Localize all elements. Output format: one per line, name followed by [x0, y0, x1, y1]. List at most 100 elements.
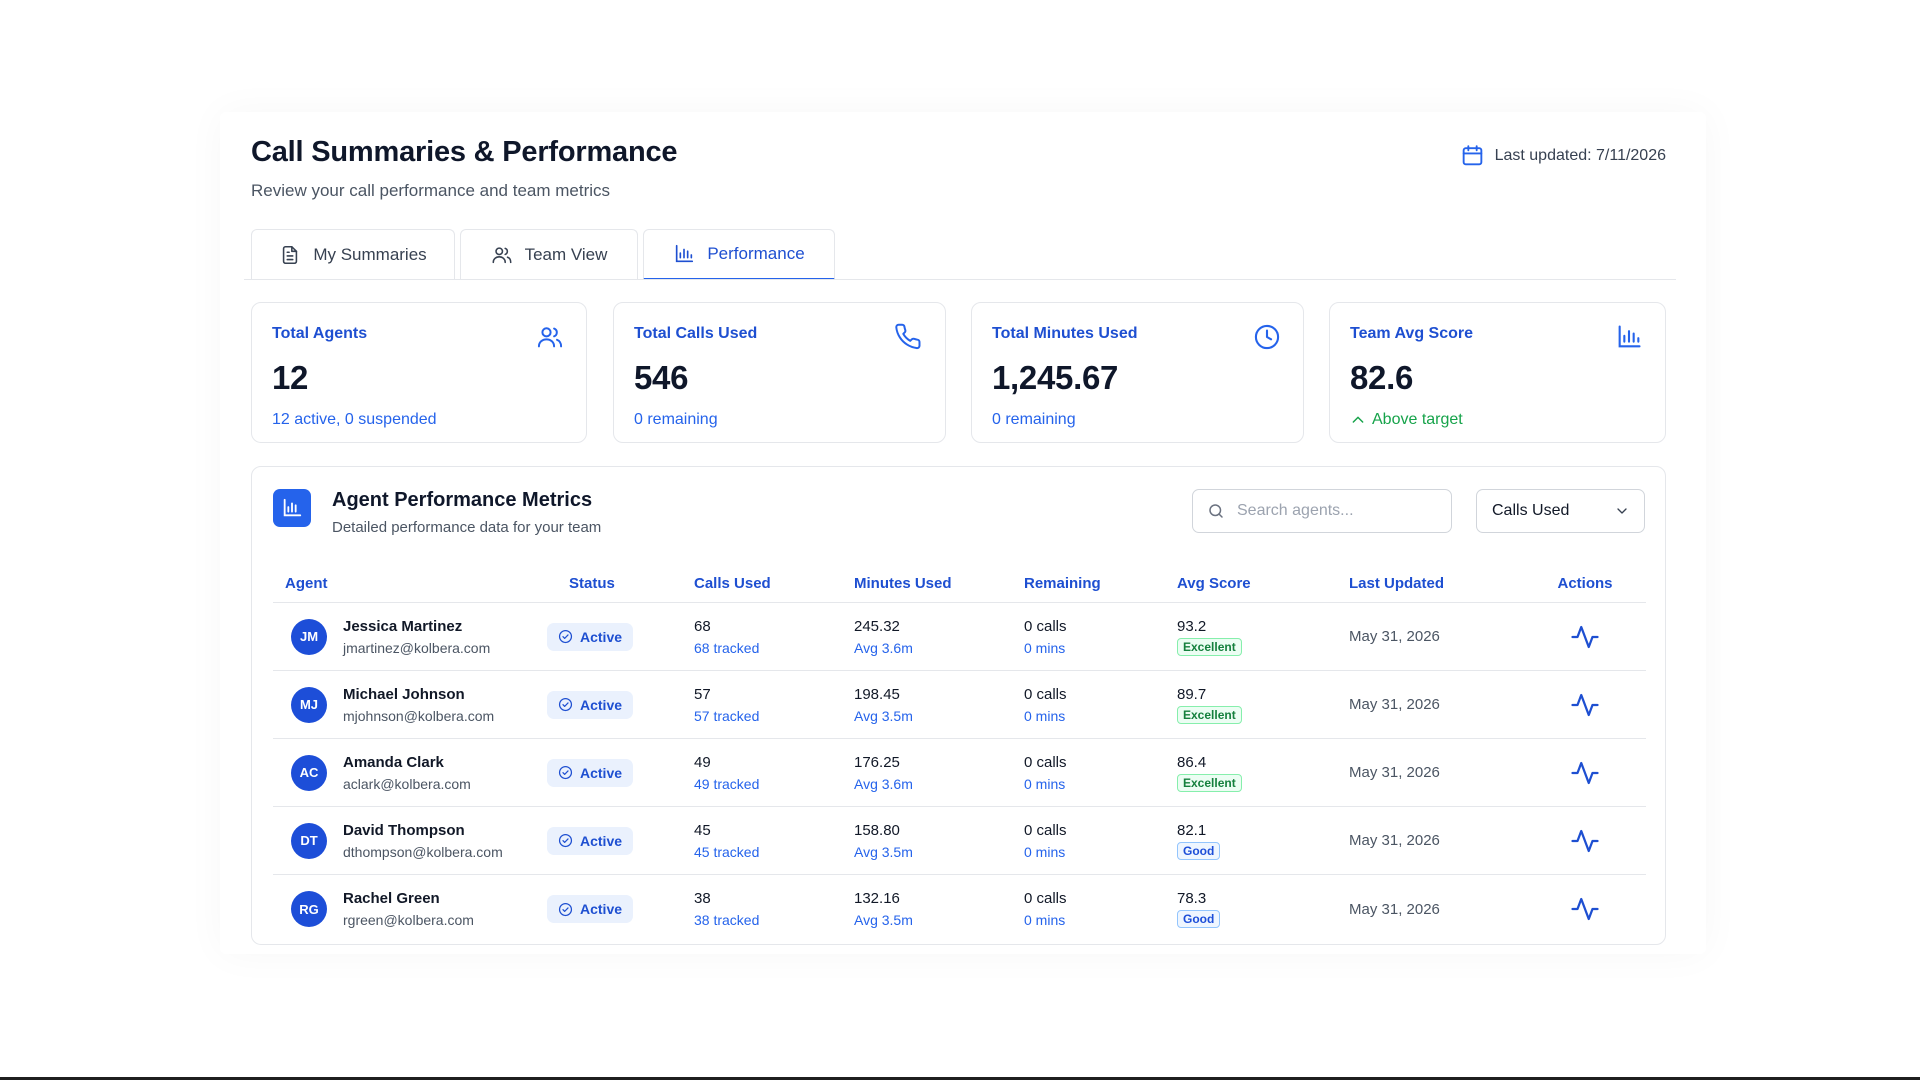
updated-cell: May 31, 2026 — [1349, 832, 1524, 849]
calls-used: 49 — [694, 753, 711, 771]
remaining-cell: 0 calls 0 mins — [1024, 686, 1177, 724]
agent-text: David Thompson dthompson@kolbera.com — [343, 822, 503, 860]
agent-info: JM Jessica Martinez jmartinez@kolbera.co… — [285, 618, 547, 656]
agent-email: rgreen@kolbera.com — [343, 912, 474, 928]
column-header[interactable]: Calls Used — [694, 574, 771, 592]
score-cell: 89.7 Excellent — [1177, 686, 1349, 724]
minutes-used: 245.32 — [854, 617, 900, 635]
agent-table: Agent Status Calls Used Minutes Used Rem… — [273, 564, 1646, 943]
remaining-cell: 0 calls 0 mins — [1024, 890, 1177, 928]
stat-card-total-agents: Total Agents 12 12 active, 0 suspended — [251, 302, 587, 443]
updated-cell: May 31, 2026 — [1349, 764, 1524, 781]
search-box — [1192, 489, 1452, 533]
minutes-used: 176.25 — [854, 753, 900, 771]
metrics-logo — [273, 489, 311, 527]
calendar-icon — [1462, 145, 1482, 166]
last-updated-date: May 31, 2026 — [1349, 696, 1440, 713]
remaining-calls: 0 calls — [1024, 890, 1067, 907]
actions-cell — [1524, 892, 1646, 926]
activity-button[interactable] — [1568, 688, 1602, 722]
tab-my-summaries[interactable]: My Summaries — [251, 229, 455, 280]
table-row[interactable]: DT David Thompson dthompson@kolbera.com … — [273, 807, 1646, 875]
remaining-mins: 0 mins — [1024, 707, 1066, 724]
remaining-cell: 0 calls 0 mins — [1024, 618, 1177, 656]
score-cell: 78.3 Good — [1177, 890, 1349, 928]
minutes-cell: 245.32 Avg 3.6m — [854, 618, 1024, 656]
avatar: AC — [291, 754, 327, 791]
metrics-description: Detailed performance data for your team — [332, 519, 602, 536]
minutes-avg: Avg 3.5m — [854, 707, 913, 724]
stat-value: 1,245.67 — [992, 359, 1119, 396]
sort-select-value: Calls Used — [1492, 502, 1570, 519]
status-cell: Active — [547, 690, 694, 719]
status-label: Active — [580, 764, 623, 781]
avg-score: 86.4 — [1177, 753, 1207, 771]
remaining-calls: 0 calls — [1024, 685, 1067, 703]
bar-chart-icon — [283, 498, 302, 517]
agent-name: Amanda Clark — [343, 753, 444, 771]
status-badge: Active — [547, 690, 634, 719]
avg-score: 82.1 — [1177, 821, 1207, 839]
agent-email: mjohnson@kolbera.com — [343, 707, 495, 724]
above-target-text: Above target — [1372, 411, 1463, 428]
activity-button[interactable] — [1568, 824, 1602, 858]
page-subtitle: Review your call performance and team me… — [251, 181, 611, 200]
minutes-avg: Avg 3.6m — [854, 639, 913, 656]
minutes-used: 158.80 — [854, 821, 900, 839]
stat-label: Total Minutes Used — [992, 325, 1138, 342]
stat-sub: 0 remaining — [634, 411, 718, 428]
tab-label: My Summaries — [313, 245, 427, 264]
check-circle-icon — [558, 629, 573, 644]
calls-cell: 45 45 tracked — [694, 822, 854, 860]
minutes-avg: Avg 3.6m — [854, 775, 913, 792]
column-header[interactable]: Status — [569, 574, 615, 592]
search-input[interactable] — [1237, 502, 1437, 520]
score-badge: Excellent — [1177, 705, 1242, 724]
check-circle-icon — [558, 697, 573, 712]
agent-email: jmartinez@kolbera.com — [343, 639, 491, 656]
table-row[interactable]: JM Jessica Martinez jmartinez@kolbera.co… — [273, 603, 1646, 671]
updated-cell: May 31, 2026 — [1349, 628, 1524, 645]
activity-button[interactable] — [1568, 620, 1602, 654]
check-circle-icon — [558, 902, 573, 916]
last-updated: Last updated: 7/11/2026 — [1460, 143, 1666, 168]
activity-button[interactable] — [1568, 756, 1602, 790]
avg-score: 93.2 — [1177, 617, 1207, 635]
column-header[interactable]: Last Updated — [1349, 574, 1445, 592]
tab-label: Performance — [707, 244, 805, 263]
minutes-cell: 198.45 Avg 3.5m — [854, 686, 1024, 724]
calls-tracked: 57 tracked — [694, 707, 760, 724]
remaining-calls: 0 calls — [1024, 617, 1067, 635]
activity-button[interactable] — [1568, 892, 1602, 926]
calls-used: 68 — [694, 617, 711, 635]
table-row[interactable]: AC Amanda Clark aclark@kolbera.com Activ… — [273, 739, 1646, 807]
last-updated-date: May 31, 2026 — [1349, 764, 1440, 781]
stat-label: Total Agents — [272, 325, 368, 342]
activity-icon — [1571, 897, 1599, 921]
tabs-divider — [244, 279, 1676, 280]
column-header[interactable]: Remaining — [1024, 574, 1101, 592]
table-row[interactable]: MJ Michael Johnson mjohnson@kolbera.com … — [273, 671, 1646, 739]
remaining-calls: 0 calls — [1024, 821, 1067, 839]
agent-info: RG Rachel Green rgreen@kolbera.com — [285, 890, 547, 928]
sort-select[interactable]: Calls Used — [1476, 489, 1645, 533]
users-icon — [537, 327, 563, 348]
table-row[interactable]: RG Rachel Green rgreen@kolbera.com Activ… — [273, 875, 1646, 943]
column-header[interactable]: Minutes Used — [854, 574, 952, 592]
score-cell: 86.4 Excellent — [1177, 754, 1349, 792]
tab-team-view[interactable]: Team View — [460, 229, 638, 280]
minutes-avg: Avg 3.5m — [854, 912, 913, 928]
chevron-up-icon — [1352, 416, 1364, 423]
tab-label: Team View — [524, 245, 608, 264]
check-circle-icon — [558, 765, 573, 780]
bar-chart-icon — [1618, 325, 1641, 348]
column-header[interactable]: Agent — [285, 574, 328, 592]
score-badge: Excellent — [1177, 637, 1242, 656]
stat-card-team-avg-score: Team Avg Score 82.6 Above target — [1329, 302, 1666, 443]
tab-performance[interactable]: Performance — [643, 229, 835, 280]
page-title: Call Summaries & Performance — [251, 136, 678, 168]
score-cell: 82.1 Good — [1177, 822, 1349, 860]
remaining-mins: 0 mins — [1024, 639, 1066, 656]
column-header[interactable]: Avg Score — [1177, 574, 1251, 592]
actions-cell — [1524, 620, 1646, 654]
